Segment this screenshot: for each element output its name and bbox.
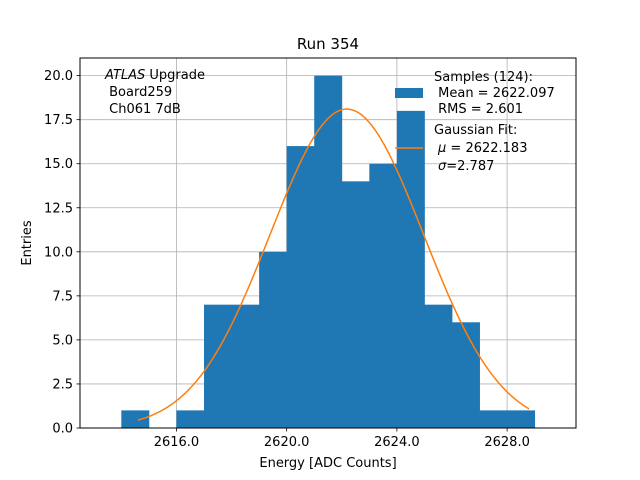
y-tick-label: 17.5 (44, 113, 73, 128)
histogram-bars (121, 75, 536, 428)
histogram-bar (507, 410, 536, 428)
histogram-bar (341, 181, 370, 428)
legend-sigma-symbol: σ (438, 159, 447, 174)
histogram-bar (314, 75, 343, 428)
y-tick-label: 5.0 (52, 333, 73, 348)
x-tick-label: 2628.0 (484, 435, 530, 450)
atlas-annotation: ATLAS Upgrade Board259 Ch061 7dB (104, 68, 205, 117)
annotation-line-2: Board259 (105, 85, 172, 100)
legend-hist-swatch (395, 88, 423, 98)
y-tick-label: 12.5 (44, 201, 73, 216)
legend-hist-line-1: Samples (124): (434, 70, 533, 85)
y-tick-label: 10.0 (44, 245, 73, 260)
histogram-bar (259, 251, 288, 428)
plot-area (79, 57, 577, 429)
legend-sigma-value: =2.787 (446, 159, 494, 174)
histogram-bar (231, 304, 260, 428)
annotation-atlas: ATLAS (104, 68, 145, 83)
axis-ticks: 2616.0 2620.0 2624.0 2628.0 0.0 2.5 5.0 7.5 10.0… (44, 69, 530, 450)
y-tick-label: 2.5 (52, 377, 73, 392)
histogram-bar (176, 410, 205, 428)
legend-hist-line-2: Mean = 2622.097 (434, 86, 555, 101)
y-axis-label: Entries (20, 220, 35, 266)
histogram-bar (452, 322, 480, 428)
chart-title: Run 354 (297, 35, 359, 53)
legend-fit-line-2: μ = 2622.183 (437, 141, 527, 156)
x-tick-label: 2624.0 (374, 435, 420, 450)
annotation-line-3: Ch061 7dB (105, 102, 181, 117)
histogram-bar (479, 410, 508, 428)
histogram-bar (396, 110, 425, 428)
legend-fit-line-3: σ=2.787 (438, 159, 494, 174)
annotation-line-1: ATLAS Upgrade (104, 68, 205, 83)
legend-hist-line-3: RMS = 2.601 (434, 102, 523, 117)
y-tick-label: 20.0 (44, 69, 73, 84)
y-tick-label: 0.0 (52, 422, 73, 437)
y-tick-label: 15.0 (44, 157, 73, 172)
histogram-bar (369, 163, 398, 428)
annotation-upgrade: Upgrade (145, 68, 205, 83)
x-tick-label: 2620.0 (264, 435, 310, 450)
legend-mu-value: = 2622.183 (446, 141, 527, 156)
gaussian-fit-curve (137, 108, 530, 421)
legend: Samples (124): Mean = 2622.097 RMS = 2.6… (395, 70, 555, 174)
histogram-bar (121, 410, 150, 428)
x-axis-label: Energy [ADC Counts] (259, 456, 396, 471)
y-tick-label: 7.5 (52, 289, 73, 304)
x-tick-label: 2616.0 (154, 435, 200, 450)
histogram-bar (204, 304, 232, 428)
legend-fit-line-1: Gaussian Fit: (434, 123, 517, 138)
histogram-bar (424, 304, 453, 428)
histogram-bar (286, 146, 315, 428)
axes-frame (79, 57, 577, 429)
legend-mu-symbol: μ (437, 141, 446, 156)
